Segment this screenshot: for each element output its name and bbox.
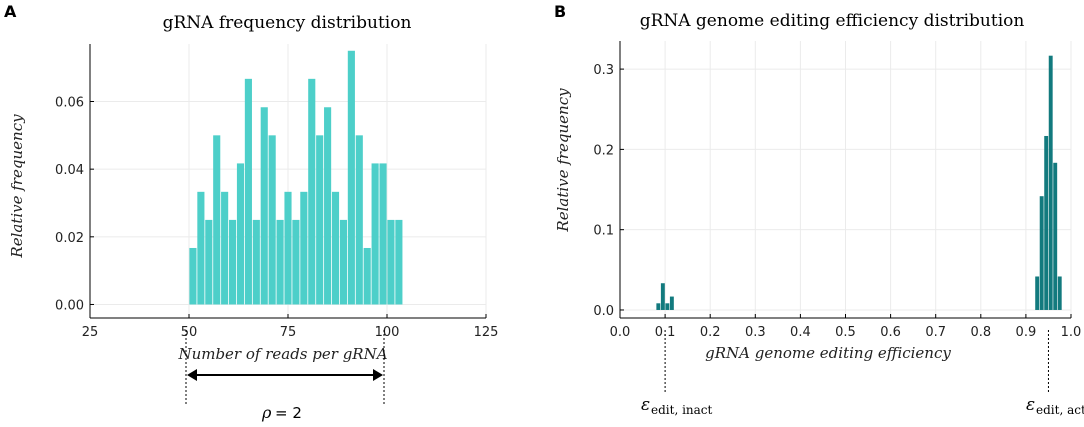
chart-a-bar [276,219,284,305]
rho-value: = 2 [275,404,302,422]
eps-act-subscript: edit, act [1036,403,1084,417]
chart-b-bar [1057,276,1062,310]
chart-a-bar [252,219,260,305]
chart-b-bars [656,55,1062,310]
chart-b-xtick-label: 0.7 [925,325,946,340]
chart-b-xtick-label: 0.9 [1016,325,1037,340]
chart-a-xlabel: Number of reads per gRNA [177,345,387,363]
chart-b-ytick-label: 0.1 [593,224,614,239]
chart-b-grid [619,41,1072,318]
chart-a-xtick-label: 50 [181,325,198,340]
chart-a-bar [300,191,308,305]
chart-b-title: gRNA genome editing efficiency distribut… [640,11,1025,31]
chart-a-bar [244,78,252,305]
chart-a-bar [292,219,300,305]
chart-a-bar [236,163,245,305]
chart-a-bar [229,219,237,305]
chart-b-ylabel: Relative frequency [554,88,572,233]
chart-a-bar [379,163,387,305]
chart-a-bar [197,191,205,305]
chart-b-ytick-label: 0.2 [593,143,614,158]
chart-a-bar [316,135,324,305]
panel-label-b: B [554,2,566,21]
chart-a-bar [387,219,395,305]
chart-a-bar [355,135,363,305]
chart-b-bar [1035,276,1040,310]
chart-a-xtick-label: 25 [82,325,99,340]
chart-a-axes [89,44,487,319]
eps-inact-subscript: edit, inact [651,403,713,417]
chart-b-xtick-label: 1.0 [1061,325,1082,340]
chart-b-xtick-label: 0.1 [655,325,676,340]
chart-a-bar [339,219,347,305]
chart-a-bar [213,135,221,305]
chart-a-bar [371,163,379,305]
chart-a-ticks: 25 50 75 100 125 0.00 0.02 0.04 0.06 [55,96,498,340]
chart-a-bar [331,191,340,305]
chart-b-bar [1048,55,1053,310]
chart-a-ytick-label: 0.00 [55,298,84,313]
chart-a-bar [284,191,292,305]
chart-b-axes [619,41,1072,319]
chart-a-bar [347,50,355,305]
chart-a-bar [308,78,316,305]
chart-a-xtick-label: 125 [474,325,499,340]
chart-b-bar [1053,162,1058,310]
chart-b-ytick-label: 0.3 [593,63,614,78]
chart-b-ticks: 0.0 0.1 0.2 0.3 0.4 0.5 0.6 0.7 0.8 0.9 1.0 0.0 0.1 0… [593,63,1081,340]
chart-a-bar [260,107,268,305]
chart-b-xlabel: gRNA genome editing efficiency [705,344,951,362]
chart-a-xtick-label: 100 [375,325,400,340]
chart-b-ytick-label: 0.0 [593,304,614,319]
chart-b-xtick-label: 0.5 [835,325,856,340]
chart-b-bar [665,303,670,310]
chart-a-bar [189,247,197,305]
chart-a-bars [189,50,403,305]
chart-a-xtick-label: 75 [280,325,297,340]
chart-a-ytick-label: 0.06 [55,96,84,111]
rho-annotation: ρ = 2 [185,330,385,422]
chart-b-xtick-label: 0.6 [880,325,901,340]
chart-b-bar [656,303,661,310]
chart-b-bar [660,283,665,310]
chart-a-bar [268,135,276,305]
rho-arrow-left-head [187,369,197,381]
chart-a-ylabel: Relative frequency [8,114,26,259]
rho-arrow-right-head [373,369,383,381]
chart-a-title: gRNA frequency distribution [163,13,412,33]
chart-b-bar [669,296,674,310]
chart-a-bar [205,219,213,305]
panel-label-a: A [4,2,17,21]
chart-b-xtick-label: 0.2 [700,325,721,340]
chart-a-bar [324,107,332,305]
chart-a-bar [221,191,229,305]
chart-b-bar [1044,135,1049,310]
chart-a-ytick-label: 0.02 [55,231,84,246]
epsilon-annotations: ε edit, inact ε edit, act [641,330,1084,417]
chart-b-xtick-label: 0.0 [610,325,631,340]
chart-b-xtick-label: 0.3 [745,325,766,340]
eps-act-symbol: ε [1026,395,1035,415]
eps-inact-symbol: ε [641,395,650,415]
chart-a-bar [363,247,371,305]
chart-b-bar [1039,196,1044,310]
chart-b-xtick-label: 0.8 [970,325,991,340]
chart-a-ytick-label: 0.04 [55,163,84,178]
rho-symbol: ρ [261,403,272,422]
chart-b-xtick-label: 0.4 [790,325,811,340]
chart-a-bar [395,219,403,305]
